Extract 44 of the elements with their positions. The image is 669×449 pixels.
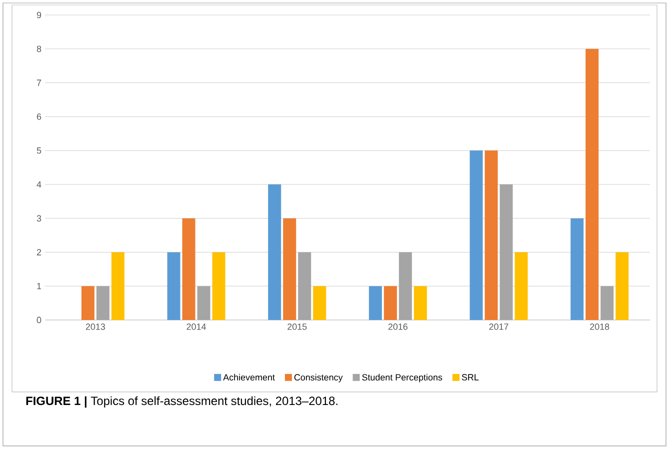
bar bbox=[414, 286, 427, 320]
y-tick-label: 2 bbox=[36, 249, 42, 256]
y-tick-label: 3 bbox=[36, 215, 42, 222]
bar bbox=[167, 252, 180, 320]
x-tick-label: 2013 bbox=[86, 324, 105, 330]
legend-label: Consistency bbox=[294, 374, 343, 382]
y-tick-label: 5 bbox=[36, 147, 42, 154]
bar bbox=[81, 286, 94, 320]
legend-label: Student Perceptions bbox=[362, 374, 442, 382]
legend-label: Achievement bbox=[223, 374, 275, 381]
x-tick-label: 2018 bbox=[590, 324, 610, 330]
x-tick-label: 2014 bbox=[186, 324, 206, 330]
bar bbox=[212, 252, 226, 320]
bar bbox=[384, 286, 397, 320]
x-tick-label: 2016 bbox=[388, 324, 408, 330]
y-tick-label: 9 bbox=[36, 12, 42, 18]
y-tick-label: 0 bbox=[36, 316, 42, 324]
bar bbox=[586, 48, 599, 320]
y-tick-label: 8 bbox=[36, 46, 42, 52]
y-tick-label: 6 bbox=[36, 113, 42, 120]
bar bbox=[313, 286, 326, 320]
bar bbox=[298, 252, 312, 320]
bar bbox=[514, 252, 528, 320]
x-tick-label: 2017 bbox=[489, 324, 508, 330]
legend-label: SRL bbox=[462, 374, 479, 380]
bar bbox=[197, 286, 210, 320]
bar bbox=[111, 252, 124, 320]
y-tick-label: 1 bbox=[37, 283, 42, 290]
bar bbox=[484, 150, 498, 320]
y-tick-label: 7 bbox=[36, 80, 42, 86]
bar bbox=[500, 184, 513, 320]
text: FIGURE 1 | Topics of self-assessment studies, 2013–2018. bbox=[26, 396, 338, 408]
bar bbox=[470, 150, 483, 320]
bar bbox=[616, 252, 629, 320]
x-tick-label: 2015 bbox=[288, 324, 307, 330]
bar bbox=[96, 286, 110, 320]
bar bbox=[268, 184, 282, 320]
bar bbox=[182, 218, 196, 320]
bar bbox=[570, 218, 584, 320]
y-tick-label: 4 bbox=[36, 181, 42, 188]
bar bbox=[368, 286, 382, 320]
bar bbox=[398, 252, 412, 320]
bar bbox=[283, 218, 296, 320]
bar bbox=[600, 286, 614, 320]
